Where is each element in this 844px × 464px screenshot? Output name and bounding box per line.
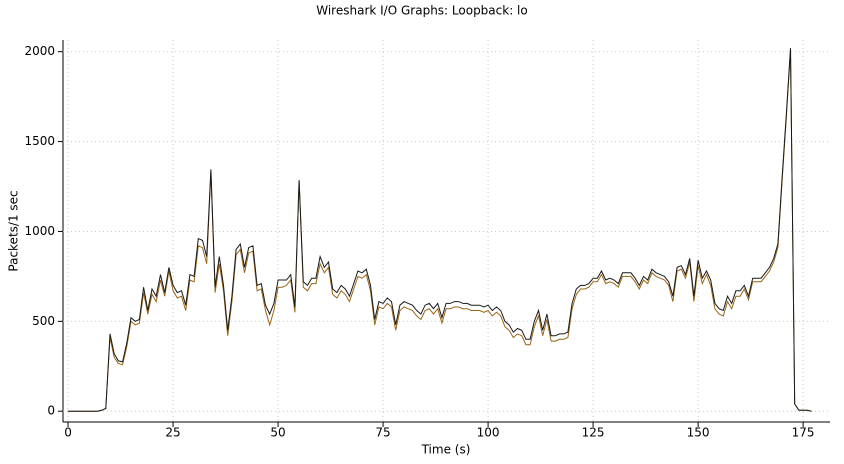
y-tick-label: 1500 [24, 134, 55, 148]
x-tick-label: 75 [375, 426, 390, 440]
x-tick-label: 25 [165, 426, 180, 440]
chart-title: Wireshark I/O Graphs: Loopback: lo [316, 4, 527, 18]
series-line [68, 48, 812, 412]
y-tick-label: 500 [32, 314, 55, 328]
y-tick-label: 0 [47, 404, 55, 418]
x-tick-label: 175 [792, 426, 815, 440]
y-axis-label: Packets/1 sec [7, 190, 21, 271]
x-tick-label: 0 [64, 426, 72, 440]
y-tick-label: 2000 [24, 44, 55, 58]
x-tick-label: 125 [582, 426, 605, 440]
x-tick-label: 50 [270, 426, 285, 440]
x-tick-label: 100 [477, 426, 500, 440]
x-axis-label: Time (s) [421, 443, 471, 457]
x-tick-label: 150 [687, 426, 710, 440]
series-line [68, 49, 812, 412]
y-tick-label: 1000 [24, 224, 55, 238]
